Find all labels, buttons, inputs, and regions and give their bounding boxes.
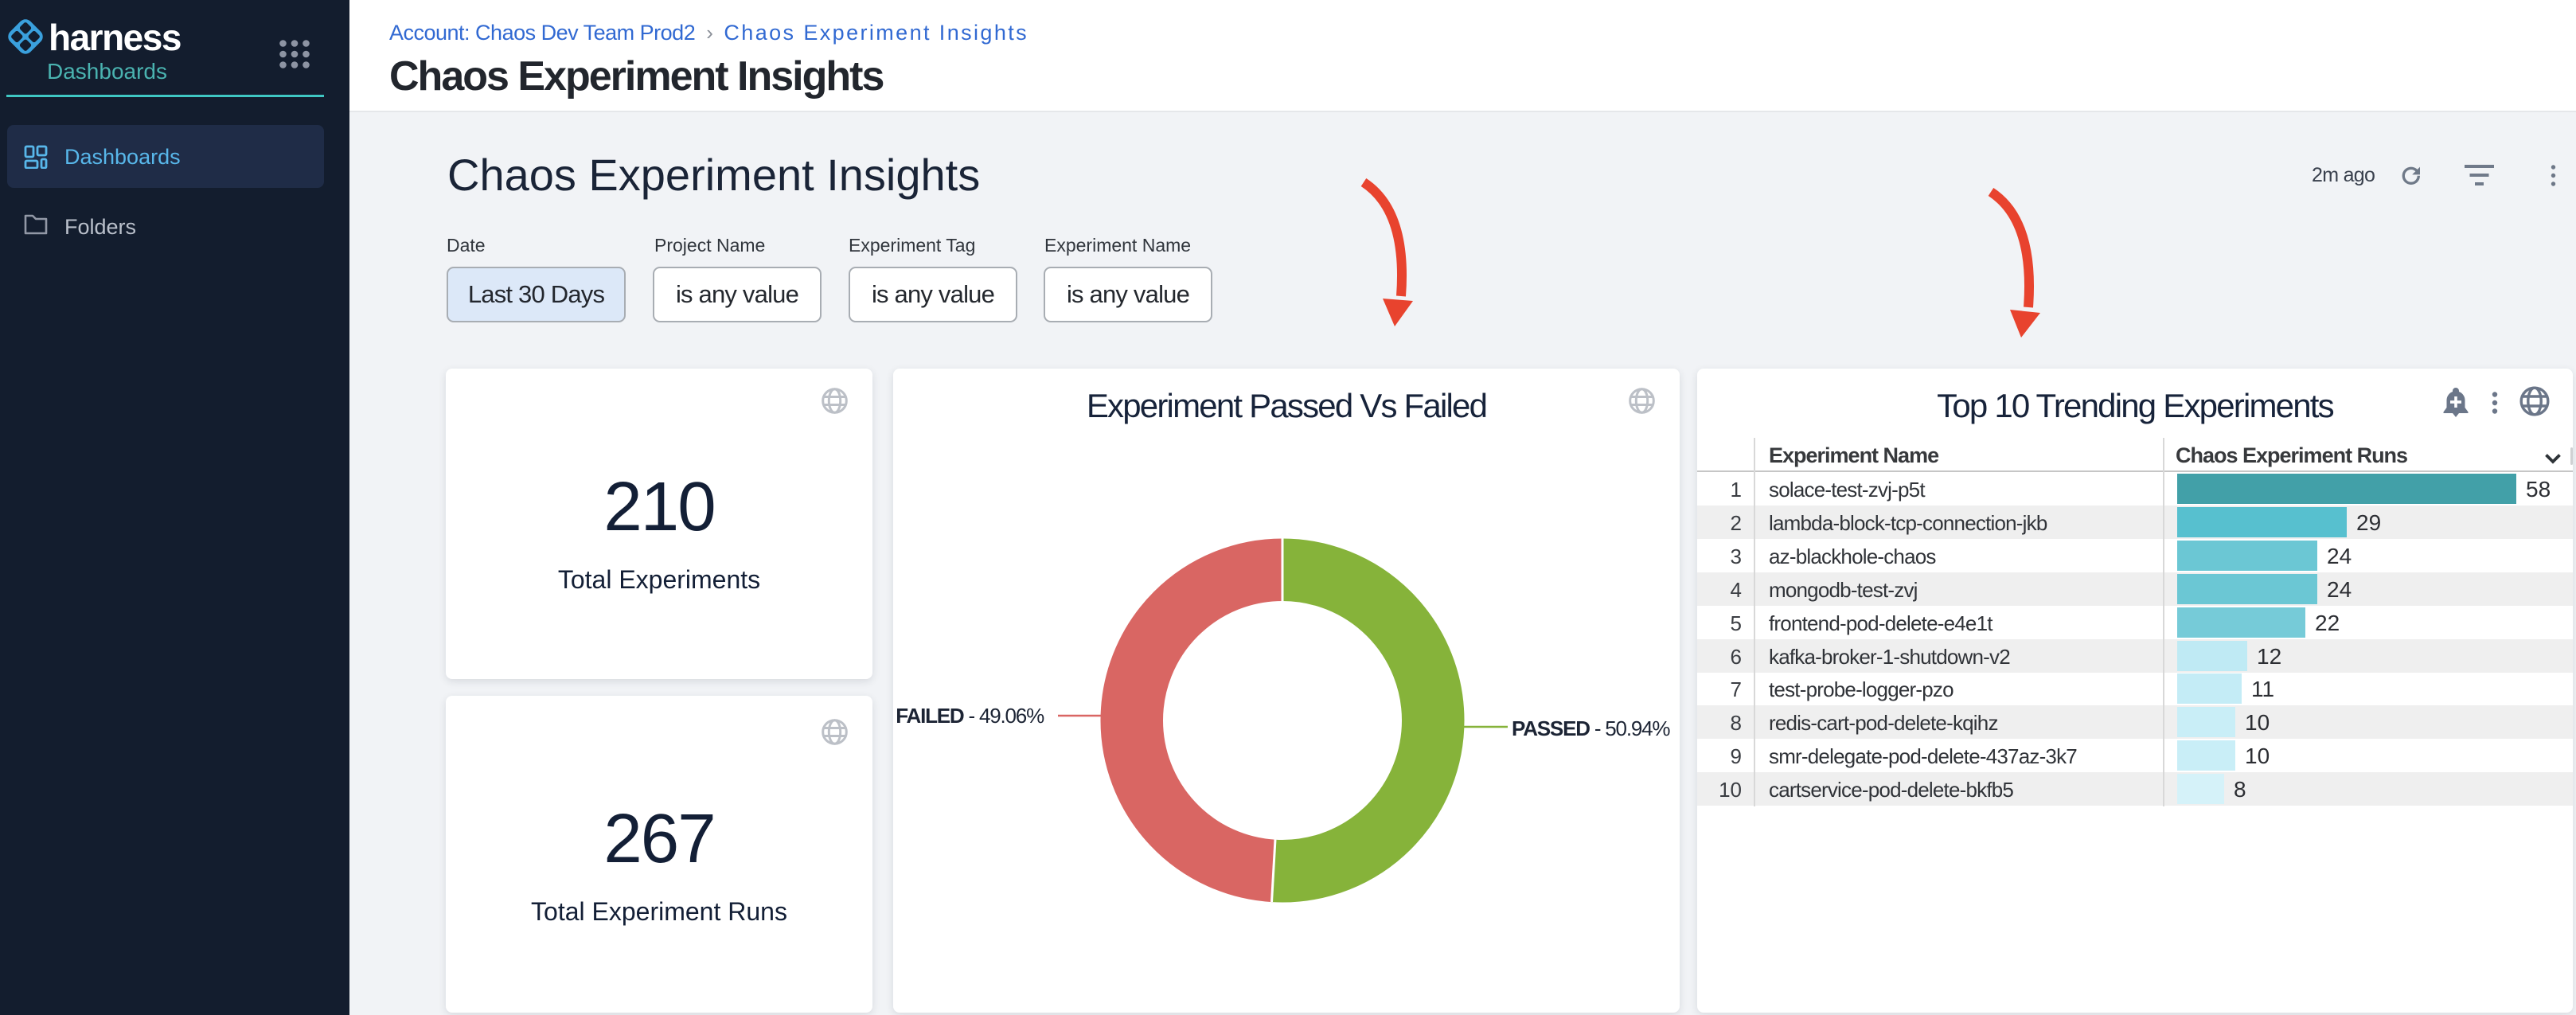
svg-text:PASSED - 50.94%: PASSED - 50.94% <box>1512 716 1670 740</box>
svg-text:FAILED - 49.06%: FAILED - 49.06% <box>896 704 1044 728</box>
